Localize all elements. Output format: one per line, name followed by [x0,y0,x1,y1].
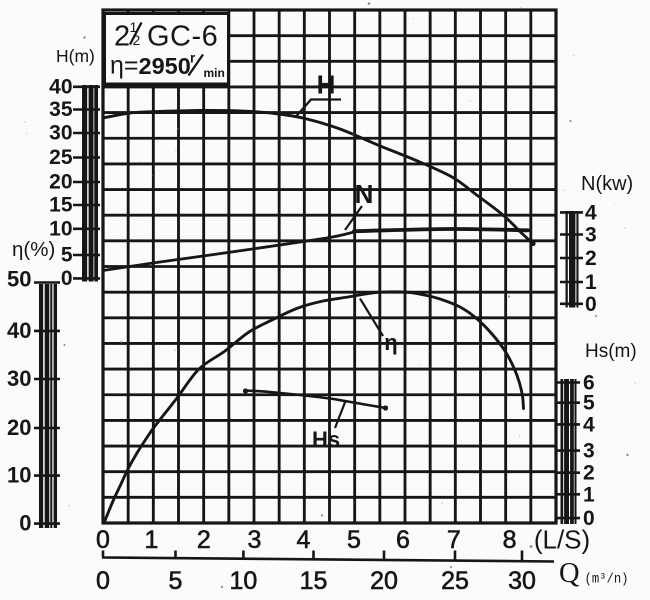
svg-text:(m³/n): (m³/n) [585,573,629,588]
svg-text:η: η [384,330,397,355]
svg-text:5: 5 [61,244,73,267]
svg-text:20: 20 [7,415,31,440]
svg-text:20: 20 [370,567,398,595]
svg-text:2: 2 [583,462,595,485]
svg-text:25: 25 [441,567,469,595]
svg-text:15: 15 [300,567,328,595]
svg-text:3: 3 [585,224,597,247]
svg-text:r: r [190,51,196,66]
svg-text:40: 40 [49,75,72,98]
svg-text:0: 0 [96,526,110,554]
svg-text:4: 4 [297,526,311,554]
svg-text:3: 3 [583,440,595,463]
svg-text:0: 0 [583,507,595,530]
svg-text:min: min [204,66,225,80]
svg-text:Hs: Hs [312,427,340,452]
svg-text:0: 0 [19,511,31,536]
svg-text:4: 4 [585,201,597,224]
svg-text:(L/S): (L/S) [534,525,590,555]
svg-text:1: 1 [585,271,597,294]
svg-text:5: 5 [583,392,595,415]
svg-text:H: H [317,70,336,100]
svg-text:2: 2 [133,32,141,48]
svg-text:N(kw): N(kw) [581,173,633,195]
svg-text:10: 10 [7,463,31,488]
svg-text:5: 5 [169,567,183,595]
svg-text:1: 1 [583,483,595,506]
svg-text:1: 1 [130,19,138,35]
svg-text:GC-6: GC-6 [147,21,218,53]
svg-text:1: 1 [145,526,159,554]
svg-text:30: 30 [7,366,31,391]
svg-text:2950: 2950 [139,53,191,79]
svg-text:20: 20 [49,171,72,194]
svg-text:2: 2 [197,526,211,554]
svg-text:5: 5 [347,526,361,554]
svg-text:η=: η= [110,52,139,80]
svg-text:η(%): η(%) [12,238,55,261]
svg-text:7: 7 [447,526,461,554]
svg-text:0: 0 [585,293,597,316]
svg-text:40: 40 [7,318,31,343]
svg-text:3: 3 [248,526,262,554]
svg-text:H(m): H(m) [56,46,95,66]
svg-text:6: 6 [583,372,595,395]
svg-text:0: 0 [96,567,110,595]
svg-text:N: N [355,179,374,209]
svg-text:Hs(m): Hs(m) [585,341,637,362]
svg-text:8: 8 [503,526,517,554]
svg-text:10: 10 [49,217,72,240]
svg-text:6: 6 [396,526,410,554]
svg-text:0: 0 [61,267,73,290]
svg-text:4: 4 [583,413,595,436]
svg-text:50: 50 [7,267,31,292]
svg-text:30: 30 [49,122,72,145]
svg-text:30: 30 [508,567,536,595]
svg-text:10: 10 [229,567,257,595]
svg-text:Q: Q [559,558,580,589]
svg-text:35: 35 [49,98,73,121]
svg-text:15: 15 [49,194,73,217]
svg-text:2: 2 [114,21,131,53]
svg-text:2: 2 [585,247,597,270]
svg-text:25: 25 [49,146,73,169]
